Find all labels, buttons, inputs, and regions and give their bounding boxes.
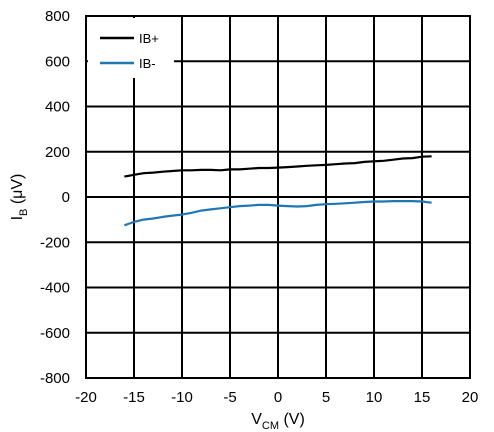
x-tick-label: 5 (322, 389, 330, 406)
x-tick-labels: -20 -15 -10 -5 0 5 10 15 20 (75, 389, 478, 406)
series-line-2 (124, 200, 432, 227)
x-axis-label: VCM (V) (251, 411, 305, 432)
y-tick-label: 400 (45, 99, 70, 116)
y-tick-label: -600 (40, 325, 70, 342)
x-tick-label: 15 (414, 389, 431, 406)
x-tick-label: -20 (75, 389, 97, 406)
y-axis-label: IB (μV) (9, 174, 30, 221)
x-tick-label: 10 (366, 389, 383, 406)
legend-background (88, 18, 174, 78)
y-tick-label: -400 (40, 280, 70, 297)
plot-frame (85, 15, 471, 379)
y-tick-label: 0 (62, 189, 70, 206)
x-tick-label: 20 (462, 389, 479, 406)
y-tick-label: -200 (40, 234, 70, 251)
x-tick-label: -15 (123, 389, 145, 406)
legend-label: IB- (139, 56, 156, 71)
y-tick-label: -800 (40, 370, 70, 387)
x-tick-label: 0 (274, 389, 282, 406)
legend-label: IB+ (139, 31, 159, 46)
y-tick-labels: 800 600 400 200 0 -200 -400 -600 -800 (40, 8, 70, 387)
x-tick-label: -10 (171, 389, 193, 406)
legend: IB+ IB- (88, 18, 174, 78)
series-line-1 (124, 155, 432, 178)
y-tick-label: 800 (45, 8, 70, 25)
data-series (124, 155, 432, 227)
y-tick-label: 600 (45, 53, 70, 70)
x-tick-label: -5 (223, 389, 236, 406)
y-tick-label: 200 (45, 144, 70, 161)
